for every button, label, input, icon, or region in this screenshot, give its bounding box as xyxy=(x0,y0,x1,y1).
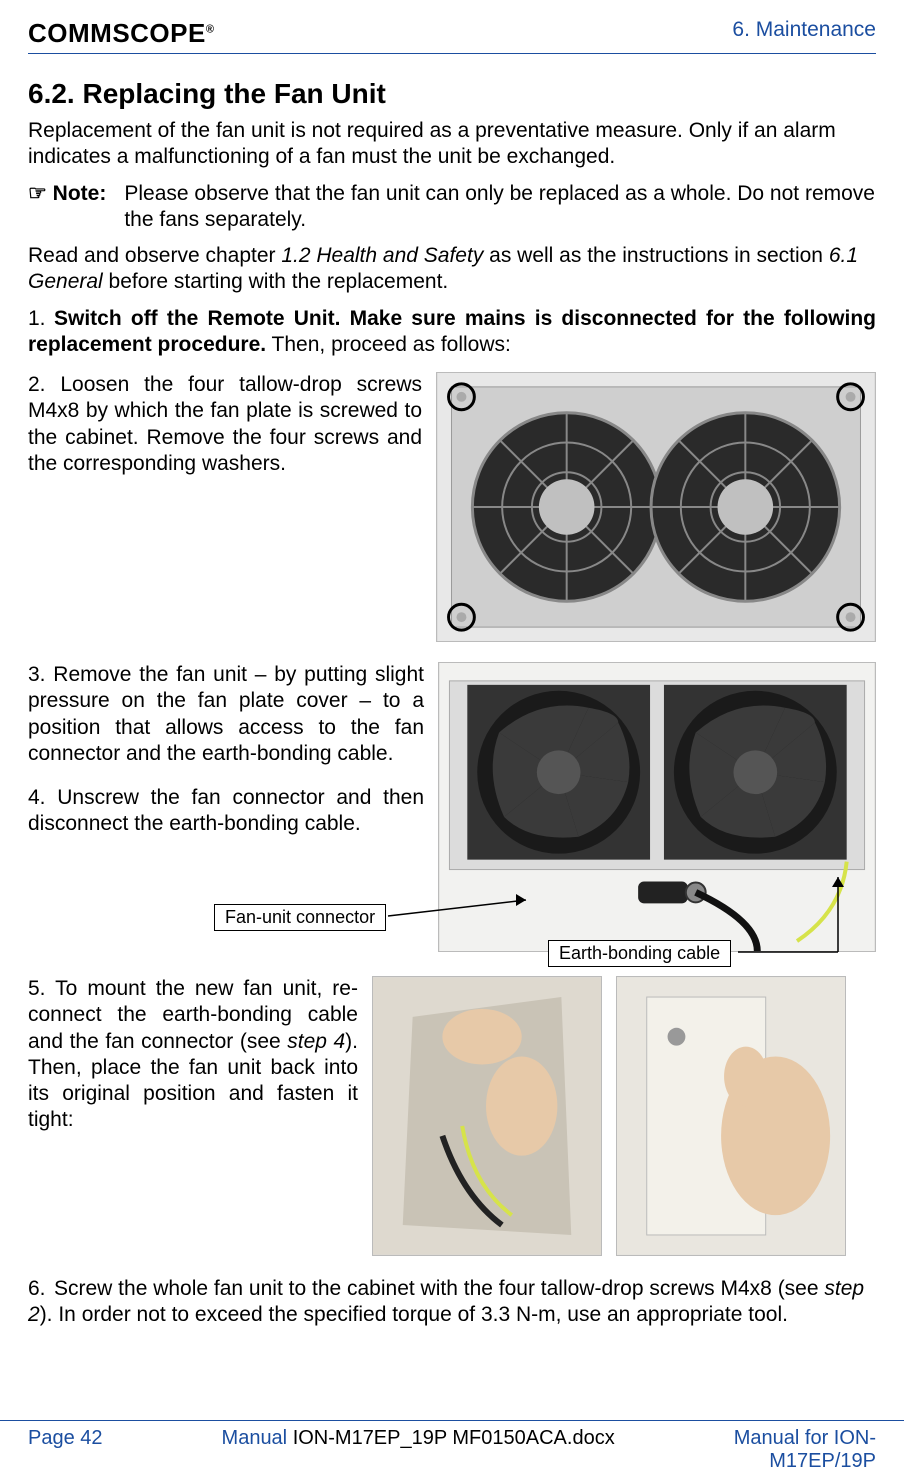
brand-logo: COMMSCOPE® xyxy=(28,18,214,49)
note-word: Note: xyxy=(53,182,107,205)
step2-figure xyxy=(436,372,876,642)
step-4: 4. Unscrew the fan connector and then di… xyxy=(28,785,424,838)
note-icon: ☞ xyxy=(28,182,47,205)
step6-c: ). In order not to exceed the specified … xyxy=(40,1303,788,1326)
section-title: 6.2. Replacing the Fan Unit xyxy=(28,78,876,110)
callout-earth-bonding: Earth-bonding cable xyxy=(548,940,731,967)
step-3-4-row: 3. Remove the fan unit – by putting slig… xyxy=(28,662,876,952)
step-6: 6.Screw the whole fan unit to the cabine… xyxy=(28,1276,876,1329)
step2-text: Loosen the four tallow-drop screws M4x8 … xyxy=(28,373,422,475)
page-header: COMMSCOPE® 6. Maintenance xyxy=(28,18,876,54)
step-2: 2. Loosen the four tallow-drop screws M4… xyxy=(28,372,422,477)
step-number: 3. xyxy=(28,662,46,688)
page-footer: Page 42 Manual ION-M17EP_19P MF0150ACA.d… xyxy=(0,1420,904,1482)
pre-steps-paragraph: Read and observe chapter 1.2 Health and … xyxy=(28,243,876,296)
txt: as well as the instructions in section xyxy=(483,244,829,267)
intro-paragraph: Replacement of the fan unit is not requi… xyxy=(28,118,876,171)
step4-text: Unscrew the fan connector and then disco… xyxy=(28,786,424,835)
txt: Read and observe chapter xyxy=(28,244,281,267)
step-5: 5. To mount the new fan unit, re-connect… xyxy=(28,976,358,1134)
step-number: 4. xyxy=(28,785,46,811)
step5-ref: step 4 xyxy=(287,1030,345,1053)
callout-line-1 xyxy=(388,892,558,942)
doc-name: ION-M17EP_19P MF0150ACA.docx xyxy=(293,1427,615,1449)
step-number: 6. xyxy=(28,1276,54,1302)
step-3: 3. Remove the fan unit – by putting slig… xyxy=(28,662,424,767)
logo-registered: ® xyxy=(206,23,215,35)
rt-a: Manual for ION- xyxy=(734,1427,876,1449)
step5-figure-a xyxy=(372,976,602,1256)
step1-rest: Then, proceed as follows: xyxy=(266,333,511,356)
doc-title-right: Manual for ION- M17EP/19P xyxy=(734,1427,876,1473)
callout-line-2 xyxy=(738,872,858,962)
doc-filename: Manual ION-M17EP_19P MF0150ACA.docx xyxy=(103,1427,734,1450)
chapter-label: 6. Maintenance xyxy=(732,18,876,42)
logo-text: COMMSCOPE xyxy=(28,18,206,48)
step-number: 1. xyxy=(28,306,54,332)
step-number: 2. xyxy=(28,372,46,398)
step-1: 1.Switch off the Remote Unit. Make sure … xyxy=(28,306,876,359)
doc-prefix: Manual xyxy=(222,1427,293,1449)
step5-figure-b xyxy=(616,976,846,1256)
page-number: Page 42 xyxy=(28,1427,103,1450)
rt-b: M17EP/19P xyxy=(769,1450,876,1472)
note-label: ☞ Note: xyxy=(28,181,106,234)
note-text: Please observe that the fan unit can onl… xyxy=(124,181,876,234)
callout-fan-connector: Fan-unit connector xyxy=(214,904,386,931)
ref-health-safety: 1.2 Health and Safety xyxy=(281,244,483,267)
txt: before starting with the replacement. xyxy=(103,270,449,293)
step-number: 5. xyxy=(28,976,46,1002)
step-5-row: 5. To mount the new fan unit, re-connect… xyxy=(28,976,876,1256)
step3-text: Remove the fan unit – by putting slight … xyxy=(28,663,424,765)
note-block: ☞ Note: Please observe that the fan unit… xyxy=(28,181,876,234)
step6-a: Screw the whole fan unit to the cabinet … xyxy=(54,1277,824,1300)
step-2-row: 2. Loosen the four tallow-drop screws M4… xyxy=(28,372,876,642)
